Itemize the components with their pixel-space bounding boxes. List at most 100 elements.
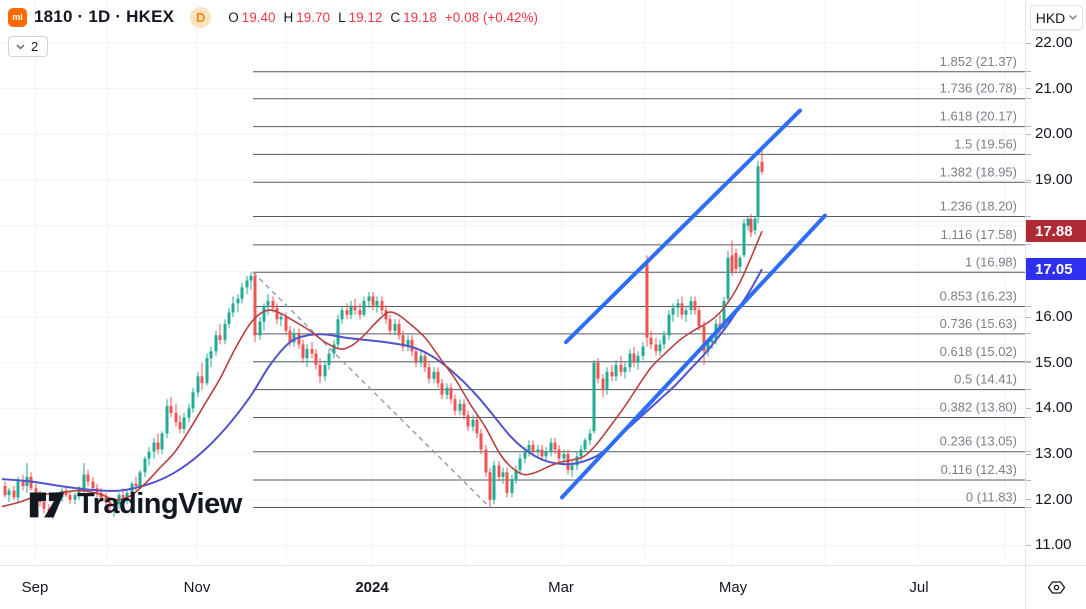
candle-body xyxy=(91,481,95,489)
tradingview-logo[interactable]: TradingView xyxy=(26,483,242,525)
candle-body xyxy=(384,310,388,320)
candle-body xyxy=(121,495,125,498)
fib-tick-mark xyxy=(1026,306,1031,308)
candle-body xyxy=(245,280,249,288)
price-tick-label: 20.00 xyxy=(1035,125,1073,143)
price-tick-label: 11.00 xyxy=(1035,536,1072,554)
candle-body xyxy=(323,364,327,377)
currency-selector[interactable]: HKD xyxy=(1030,5,1083,30)
candle-body xyxy=(497,465,501,477)
fib-level-label: 0.236 (13.05) xyxy=(940,434,1017,449)
candle-body xyxy=(301,344,305,359)
chart-pane[interactable]: 1.852 (21.37) 1.736 (20.78) 1.618 (20.17) 1… xyxy=(0,0,1025,565)
candle-body xyxy=(86,474,90,482)
fib-tick-mark xyxy=(1026,153,1031,155)
candle-body xyxy=(165,406,169,434)
price-tick-mark xyxy=(1026,316,1031,318)
candle-body xyxy=(726,257,730,299)
low-label: L xyxy=(338,9,346,25)
candle-body xyxy=(288,330,292,343)
price-tick-mark xyxy=(1026,88,1031,90)
price-tick-mark xyxy=(1026,544,1031,546)
candle-body xyxy=(579,449,583,457)
currency-label: HKD xyxy=(1035,9,1066,26)
fib-level-label: 1.618 (20.17) xyxy=(940,109,1017,124)
candle-body xyxy=(77,488,81,496)
candle-body xyxy=(227,312,231,324)
ma-slow-line xyxy=(1,268,763,492)
fib-level-label: 0.382 (13.80) xyxy=(940,399,1017,414)
candle-body xyxy=(614,364,618,377)
candle-body xyxy=(156,442,160,450)
candle-body xyxy=(710,339,714,343)
price-tick-mark xyxy=(1026,133,1031,135)
candlestick-plot[interactable]: 1.852 (21.37) 1.736 (20.78) 1.618 (20.17) 1… xyxy=(0,0,1025,565)
candle-body xyxy=(684,310,688,315)
candle-body xyxy=(174,412,178,423)
fib-level-label: 1.5 (19.56) xyxy=(954,136,1017,151)
candle-body xyxy=(353,305,357,311)
candle-body xyxy=(397,323,401,336)
symbol-title[interactable]: 1810 · 1D · HKEX xyxy=(34,7,175,26)
candle-body xyxy=(223,323,227,340)
time-axis[interactable]: Sep Nov 2024 Mar May Jul xyxy=(0,565,1025,609)
candle-body xyxy=(505,472,509,493)
candle-body xyxy=(182,417,186,429)
candle-body xyxy=(104,497,108,502)
candle-body xyxy=(479,433,483,450)
candle-body xyxy=(292,333,296,343)
fib-level-label: 1.236 (18.20) xyxy=(940,199,1017,214)
price-tick-label: 13.00 xyxy=(1035,445,1073,463)
candle-body xyxy=(21,481,25,486)
candle-body xyxy=(458,403,462,411)
candle-body xyxy=(702,326,706,352)
fib-tick-mark xyxy=(1026,98,1031,100)
fib-level-label: 1.852 (21.37) xyxy=(940,54,1017,69)
candle-body xyxy=(645,262,649,338)
fib-level-label: 0.853 (16.23) xyxy=(940,289,1017,304)
candle-body xyxy=(570,465,574,471)
candle-body xyxy=(588,433,592,441)
candle-body xyxy=(249,275,253,281)
candle-body xyxy=(722,301,726,329)
candle-body xyxy=(605,371,609,391)
fib-level-label: 0 (11.83) xyxy=(966,489,1017,504)
fib-level-label: 0.618 (15.02) xyxy=(940,344,1017,359)
axis-corner-button[interactable] xyxy=(1025,565,1086,609)
candle-body xyxy=(187,408,191,418)
candle-body xyxy=(340,310,344,320)
candle-body xyxy=(549,442,553,452)
candle-body xyxy=(562,454,566,459)
candle-body xyxy=(432,371,436,379)
candle-body xyxy=(419,355,423,363)
ohlc-readout: O 19.40 H 19.70 L 19.12 C 19.18 +0.08 (+0.42… xyxy=(228,10,543,25)
hexagon-eye-icon xyxy=(1047,581,1065,594)
indicators-collapse-button[interactable]: 2 xyxy=(8,36,49,57)
time-axis-label: Jul xyxy=(909,579,929,596)
candle-body xyxy=(42,501,46,509)
candle-body xyxy=(619,364,623,372)
fib-tick-mark xyxy=(1026,506,1031,508)
price-tick-mark xyxy=(1026,42,1031,44)
candle-body xyxy=(73,495,77,500)
candle-body xyxy=(540,449,544,457)
time-axis-label: Mar xyxy=(548,579,574,596)
candle-body xyxy=(689,301,693,311)
price-tick-mark xyxy=(1026,499,1031,501)
candle-body xyxy=(523,451,527,459)
fib-level-label: 1.116 (17.58) xyxy=(941,227,1017,242)
candle-body xyxy=(138,472,142,486)
time-axis-label: Nov xyxy=(183,579,211,596)
fib-level-label: 1 (16.98) xyxy=(965,254,1017,269)
candle-body xyxy=(693,301,697,311)
channel-trend-line xyxy=(560,213,827,500)
indicator-count: 2 xyxy=(31,39,39,54)
candle-body xyxy=(240,287,244,299)
candle-body xyxy=(749,218,753,233)
candle-body xyxy=(112,504,116,507)
candle-body xyxy=(205,358,209,384)
candle-body xyxy=(501,472,505,477)
price-axis[interactable]: HKD 22.0021.0020.0019.0018.0017.0016.001… xyxy=(1025,0,1086,565)
candle-body xyxy=(266,301,270,306)
high-value: 19.70 xyxy=(296,9,331,25)
